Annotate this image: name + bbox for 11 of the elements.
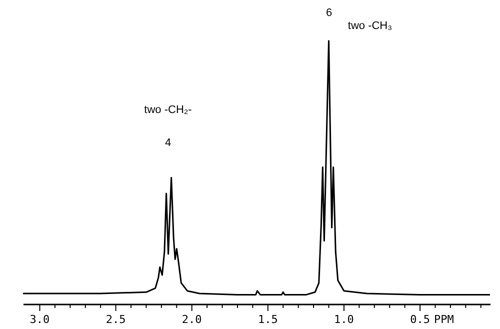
annotation: 4 (164, 137, 172, 149)
annotation: two -CH₂- (144, 104, 192, 116)
x-axis-title: PPM (434, 313, 454, 326)
x-tick-label: 1.5 (258, 313, 278, 326)
x-tick-label: 2.5 (106, 313, 126, 326)
x-tick-label: 2.0 (182, 313, 202, 326)
x-tick-label: 3.0 (30, 313, 50, 326)
text: 6 (326, 7, 332, 19)
x-tick-label: 0.5 (410, 313, 430, 326)
text: two -CH₃ (348, 20, 392, 32)
x-tick-label: 1.0 (334, 313, 354, 326)
